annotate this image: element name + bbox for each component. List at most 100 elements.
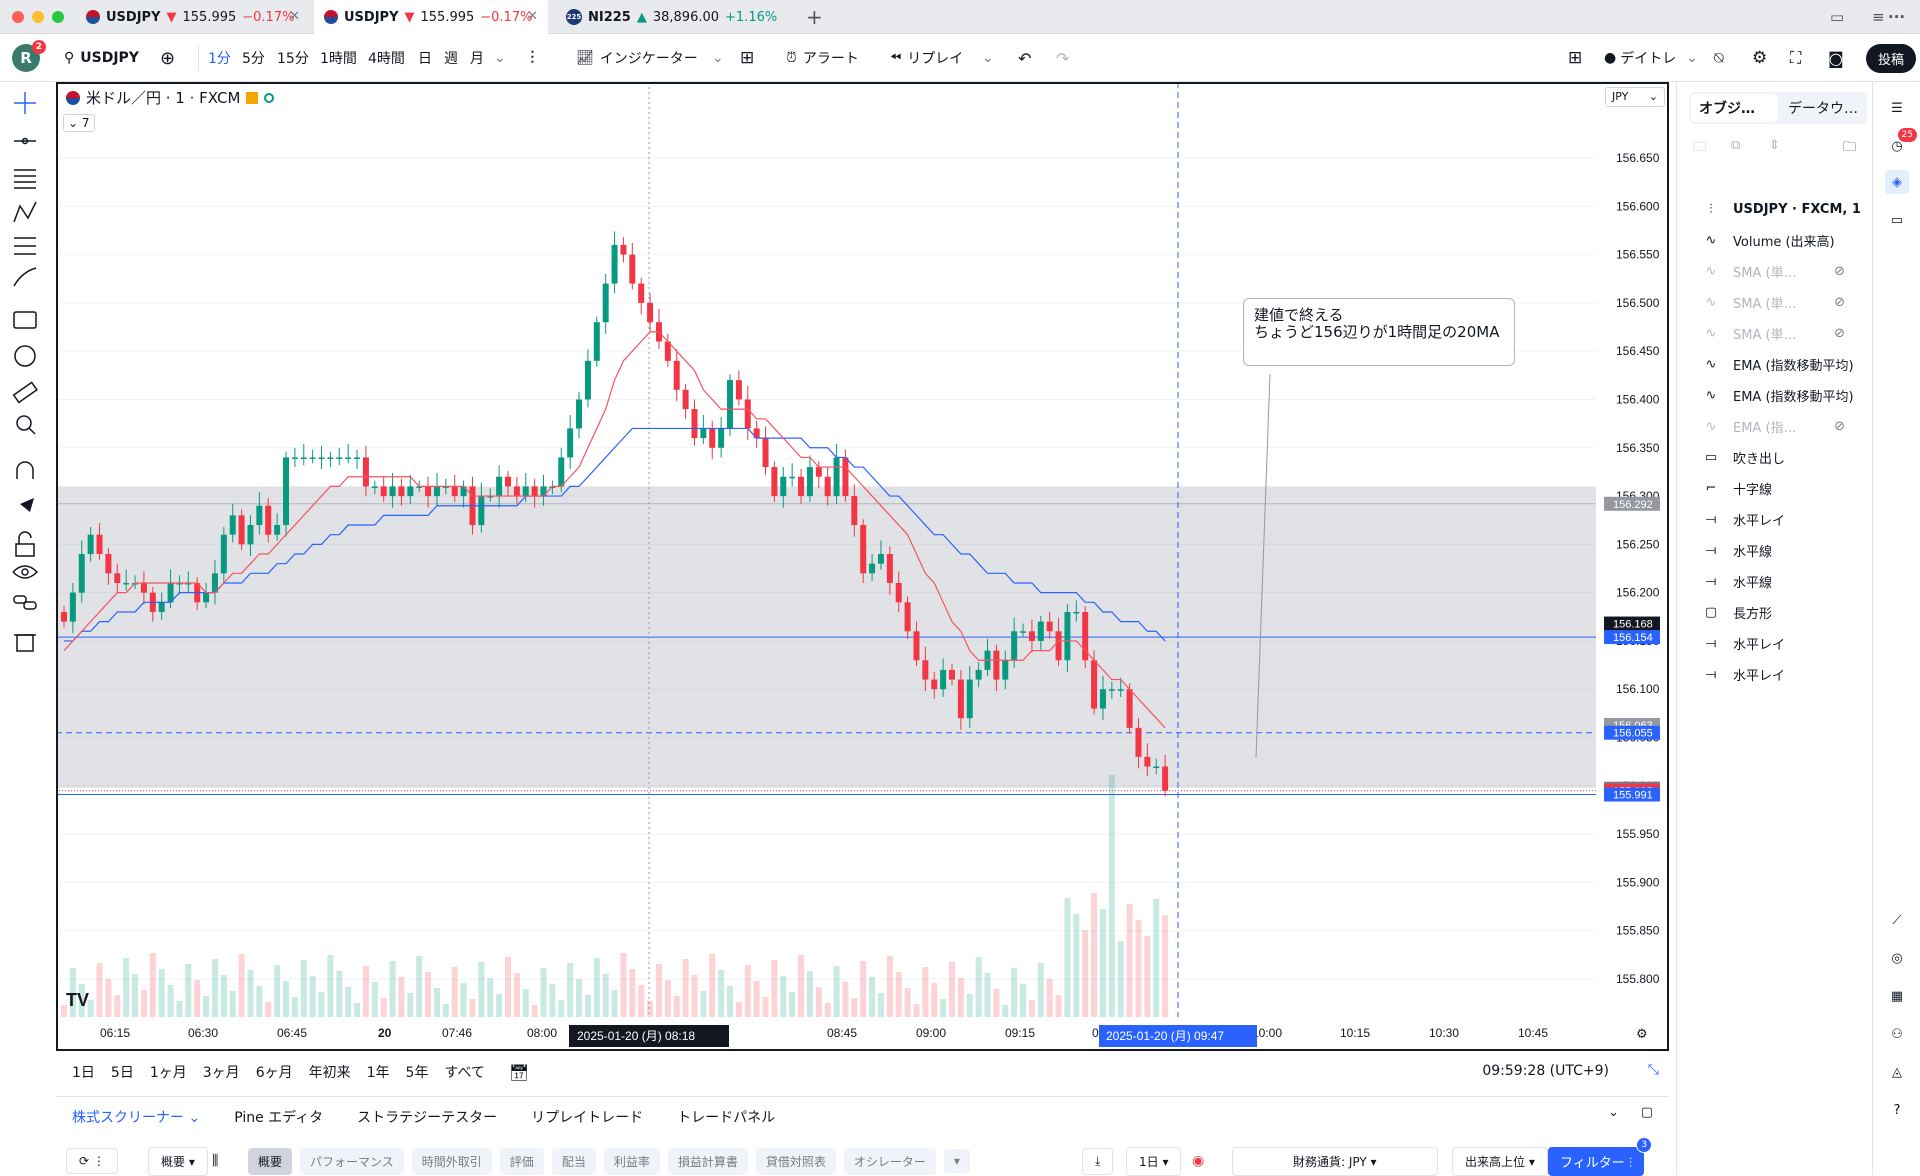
interval-5m[interactable]: 5分 [242,51,265,67]
time-axis[interactable]: 06:15 06:30 06:45 20 07:46 08:00 08:45 09:00 09:… [100,1025,1548,1047]
object-tree-item[interactable]: ⟞ 水平レイ [1701,628,1871,658]
object-tree-item[interactable]: ▭ 吹き出し [1701,442,1871,472]
user-menu[interactable]: R 2 [12,34,46,82]
layers-icon[interactable]: ◈ [1885,170,1909,194]
tab-data-window[interactable]: データウ… [1788,101,1858,117]
chevron-down-icon[interactable]: ⌄ [712,50,724,66]
object-tree-item[interactable]: ∿ EMA (指数移動平均) [1701,380,1871,410]
currency-filter-select[interactable]: 財務通貨: JPY ▾ [1232,1146,1438,1176]
maximize-panel-icon[interactable]: ▢ [1640,1105,1653,1120]
drawing-tool-icon[interactable]: ⟋ [1892,912,1902,928]
collapse-icon[interactable]: ≡ [1872,8,1885,26]
calendar-icon[interactable]: ▦ [1890,988,1904,1004]
interval-month[interactable]: 月 [470,51,484,67]
chip-performance[interactable]: パフォーマンス [300,1147,404,1175]
zoom-tool-icon[interactable] [16,415,36,435]
interval-week[interactable]: 週 [444,51,458,67]
tab-usdjpy-1[interactable]: USDJPY ▼ 155.995 −0.17% ✕ [76,0,310,34]
interval-1h[interactable]: 1時間 [320,51,357,67]
record-icon[interactable]: ◉ [1192,1153,1205,1169]
close-tab-icon[interactable]: ✕ [527,9,538,24]
tab-usdjpy-2[interactable]: USDJPY ▼ 155.995 −0.17% ✕ [314,0,548,34]
mode-select[interactable]: ● デイトレ ⌄ [1604,34,1698,82]
fullscreen-icon[interactable]: ⛶ [1790,48,1802,67]
range-1d[interactable]: 1日 [72,1065,95,1081]
lock-drawing-icon[interactable] [15,531,35,557]
chevron-down-icon[interactable]: ⌄ [494,50,506,66]
trash-icon[interactable] [14,634,36,652]
interval-15m[interactable]: 15分 [277,51,309,67]
overview-select[interactable]: 概要 ▾ [148,1146,208,1176]
price-chart[interactable]: 156.650 156.600 156.550 156.500 156.450 156.4… [56,82,1669,1051]
eye-icon[interactable] [12,565,39,579]
alert-button[interactable]: ⏰︎ アラート [786,34,859,82]
undo-icon[interactable]: ↶ [1018,48,1032,68]
object-tree-item[interactable]: ∿ Volume (出来高) [1701,225,1871,255]
crosshair-tool-icon[interactable] [14,92,36,114]
axis-settings-icon[interactable]: ⚙ [1636,1027,1648,1042]
text-tool-icon[interactable] [13,311,37,329]
interval-1m[interactable]: 1分 [208,51,231,67]
tab-object-tree[interactable]: オブジ… [1691,94,1778,122]
sort-select[interactable]: 出来高上位 ▾ [1452,1146,1548,1176]
object-tree-item[interactable]: ⟞ 水平レイ [1701,504,1871,534]
object-tree-item[interactable]: ∿ EMA (指… ⊘ [1701,411,1871,441]
currency-select[interactable]: JPY ⌄ [1605,87,1665,107]
pattern-tool-icon[interactable] [13,201,37,223]
tab-stock-screener[interactable]: 株式スクリーナー ⌄ [72,1110,201,1126]
object-tree-item[interactable]: ∿ SMA (単… ⊘ [1701,318,1871,348]
compare-symbol-icon[interactable]: ⊕ [160,47,176,69]
object-tree-item[interactable]: ▢ 長方形 [1701,597,1871,627]
notifications-bell-icon[interactable]: ◬ [1892,1064,1902,1080]
object-tree-item[interactable]: ⟞ 水平線 [1701,566,1871,596]
object-tree-item[interactable]: ⟞ 水平線 [1701,535,1871,565]
brush-tool-icon[interactable] [13,267,37,287]
chevron-down-icon[interactable]: ⌄ [982,50,994,66]
chip-oscillators[interactable]: オシレーター [843,1147,936,1175]
templates-icon[interactable]: ⊞ [740,48,755,68]
calendar-goto-icon[interactable]: 📅︎ [508,1062,530,1082]
indicators-collapse-button[interactable]: ⌄ 7 [63,114,95,132]
watchlist-icon[interactable]: ☰ [1891,100,1903,116]
object-tree-item[interactable]: ⫶ USDJPY · FXCM, 1 [1701,194,1871,224]
layout-icon[interactable]: ▭ [1830,8,1845,26]
clone-icon[interactable]: ⧉ [1731,138,1741,153]
tab-replay-trade[interactable]: リプレイトレード [531,1110,644,1126]
post-button[interactable]: 投稿 [1866,34,1917,82]
range-6m[interactable]: 6ヶ月 [255,1065,293,1081]
pencil-lock-icon[interactable] [20,498,34,512]
download-icon[interactable]: ⤓ [1082,1147,1114,1175]
emoji-tool-icon[interactable] [14,345,36,367]
redo-icon[interactable]: ↷ [1056,48,1070,68]
eye-off-icon[interactable]: ⊘ [1834,263,1845,279]
alerts-clock-icon[interactable]: ◷ 25 [1885,128,1917,158]
tab-pine-editor[interactable]: Pine エディタ [234,1110,324,1126]
new-folder-icon[interactable]: 🗀︎ [1693,140,1707,155]
manage-drawings-icon[interactable]: 🗀︎ [1843,140,1857,155]
community-icon[interactable]: ⚇ [1891,1026,1903,1042]
minimize-panel-icon[interactable]: ⌄ [1608,1105,1619,1120]
interval-select[interactable]: 1日 ▾ [1126,1146,1182,1176]
object-tree-item[interactable]: ∿ EMA (指数移動平均) [1701,349,1871,379]
magnet-icon[interactable] [16,461,34,479]
trend-line-tool-icon[interactable] [14,137,36,145]
maximize-window-button[interactable] [52,11,64,23]
layout-grid-icon[interactable]: ⊞ [1568,48,1583,68]
help-icon[interactable]: ? [1893,1102,1901,1118]
ruler-tool-icon[interactable] [12,381,38,404]
close-tab-icon[interactable]: ✕ [289,9,300,24]
move-order-icon[interactable]: ⇕ [1769,138,1780,153]
chips-more-icon[interactable]: ▾ [943,1149,970,1173]
replay-button[interactable]: ⏪︎ リプレイ [890,34,963,82]
eye-off-icon[interactable]: ⊘ [1834,325,1845,341]
chat-icon[interactable]: ▭ [1890,212,1904,228]
more-icon[interactable]: ··· [1888,8,1906,26]
interval-4h[interactable]: 4時間 [368,51,405,67]
range-ytd[interactable]: 年初来 [308,1065,351,1081]
tab-trade-panel[interactable]: トレードパネル [677,1110,776,1126]
eye-off-icon[interactable]: ⊘ [1834,418,1845,434]
object-tree-item[interactable]: ∿ SMA (単… ⊘ [1701,256,1871,286]
auto-scale-icon[interactable]: ⤡ [1647,1062,1659,1078]
target-icon[interactable]: ◎ [1891,950,1903,966]
clock[interactable]: 09:59:28 (UTC+9) [1482,1063,1609,1079]
